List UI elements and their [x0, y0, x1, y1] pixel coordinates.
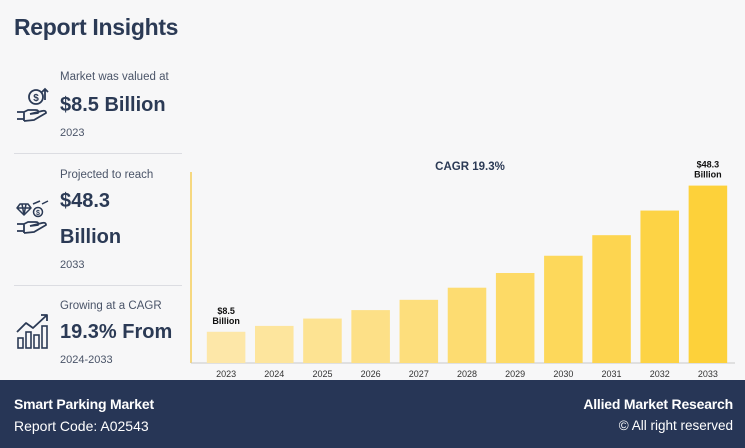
x-tick-label: 2026: [361, 369, 381, 379]
page-title: Report Insights: [14, 14, 179, 40]
stat-label: Projected to reach: [60, 169, 154, 181]
data-label: $48.3: [697, 160, 720, 170]
stat-year: 2024-2033: [60, 354, 113, 366]
bar-2033: [688, 185, 728, 363]
growth-bars-icon: [16, 314, 48, 349]
bar-2025: [303, 318, 342, 363]
bar-2029: [495, 273, 535, 363]
stat-label: Market was valued at: [60, 71, 169, 83]
svg-text:$: $: [36, 210, 40, 217]
bar-2031: [592, 235, 631, 363]
diamond-hand-icon: $: [16, 200, 49, 234]
stat-value: $8.5 Billion: [60, 94, 166, 116]
report-code: Report Code: A02543: [14, 418, 149, 434]
x-tick-label: 2032: [650, 369, 670, 379]
footer-bar: Smart Parking Market Report Code: A02543…: [0, 380, 745, 448]
bar-2027: [399, 299, 439, 363]
copyright-text: © All right reserved: [618, 418, 733, 433]
stat-value-line-1: $48.3: [60, 190, 111, 212]
x-tick-label: 2025: [312, 369, 332, 379]
x-tick-label: 2033: [698, 369, 718, 379]
x-tick-label: 2024: [264, 369, 284, 379]
money-hand-icon: $: [17, 87, 49, 122]
publisher-name: Allied Market Research: [583, 396, 733, 412]
stat-label: Growing at a CAGR: [60, 300, 162, 312]
bar-2030: [544, 255, 583, 363]
bar-chart: CAGR 19.3% 2023 $8.5 Billion 2024 2025 2026 202…: [185, 150, 740, 382]
divider: [14, 153, 182, 154]
x-tick-label: 2029: [505, 369, 525, 379]
market-name: Smart Parking Market: [14, 396, 154, 412]
data-label: Billion: [212, 316, 240, 326]
cagr-annotation: CAGR 19.3%: [435, 161, 505, 173]
stat-year: 2033: [60, 259, 85, 271]
bar-2028: [447, 287, 487, 363]
stat-value-line-2: Billion: [60, 226, 122, 248]
stat-year: 2023: [60, 127, 85, 139]
svg-text:$: $: [33, 93, 39, 104]
x-tick-label: 2027: [409, 369, 429, 379]
data-label: Billion: [694, 170, 722, 180]
x-tick-label: 2028: [457, 369, 477, 379]
x-tick-label: 2031: [602, 369, 622, 379]
stat-value: 19.3% From: [60, 321, 173, 343]
x-tick-label: 2030: [553, 369, 573, 379]
data-label: $8.5: [217, 306, 235, 316]
divider: [14, 285, 182, 286]
bar-2032: [640, 210, 679, 363]
bar-2023: [206, 331, 246, 363]
bar-2026: [351, 310, 390, 363]
x-tick-label: 2023: [216, 369, 236, 379]
bar-2024: [255, 325, 294, 363]
